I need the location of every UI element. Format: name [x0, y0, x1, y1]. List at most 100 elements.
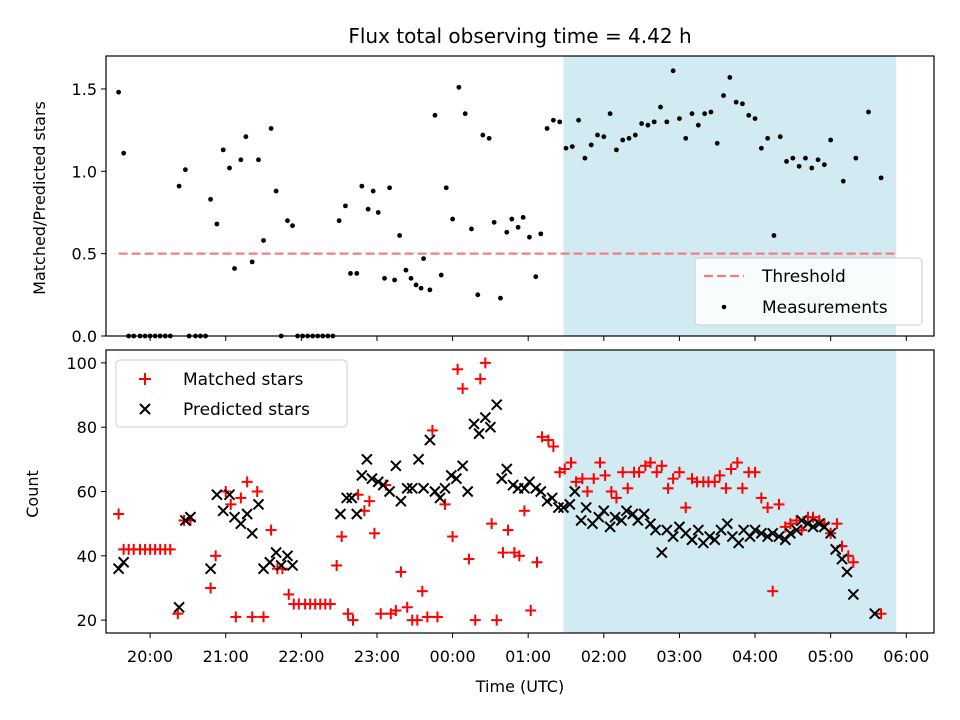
predicted-star-point	[604, 521, 616, 533]
measurement-point	[740, 101, 745, 107]
x-tick-label: 02:00	[581, 647, 627, 666]
matched-star-point	[469, 614, 481, 626]
matched-star-point	[258, 611, 270, 623]
y-tick-label: 0.5	[72, 245, 97, 264]
matched-star-point	[210, 550, 222, 562]
matched-star-point	[342, 608, 354, 620]
measurements-series	[116, 68, 884, 339]
x-tick-label: 23:00	[354, 647, 400, 666]
predicted-star-point	[569, 485, 581, 498]
predicted-star-point	[117, 556, 130, 568]
predicted-star-point	[241, 508, 253, 520]
measurement-point	[509, 216, 515, 222]
predicted-star-point	[761, 530, 774, 543]
measurement-point	[450, 216, 455, 222]
measurement-point	[273, 188, 279, 194]
y-tick-label: 1.0	[72, 162, 97, 181]
measurement-point	[796, 163, 802, 169]
measurement-point	[683, 135, 689, 141]
measurement-point	[815, 157, 821, 163]
predicted-star-point	[281, 550, 294, 562]
predicted-star-point	[390, 460, 402, 472]
matched-star-point	[531, 556, 543, 568]
top-x-ticks	[149, 336, 907, 341]
matched-star-point	[547, 440, 559, 452]
measurement-point	[121, 150, 127, 156]
matched-star-point	[502, 524, 514, 536]
predicted-star-point	[490, 398, 503, 411]
measurement-point	[664, 119, 670, 125]
predicted-star-point	[541, 495, 553, 507]
top-panel: 0.0 0.5 1.0 1.5 Threshold Measurements	[72, 55, 935, 346]
matched-star-point	[172, 608, 184, 620]
matched-star-point	[463, 553, 475, 565]
x-tick-label: 05:00	[808, 647, 854, 666]
matched-star-point	[265, 524, 277, 536]
measurement-point	[803, 155, 808, 161]
measurement-point	[232, 266, 237, 271]
measurement-point	[866, 109, 871, 115]
matched-star-point	[235, 492, 247, 504]
predicted-star-point	[439, 482, 451, 494]
measurement-point	[469, 226, 474, 232]
measurement-point	[721, 93, 726, 98]
matched-star-point	[518, 505, 530, 517]
matched-star-point	[588, 473, 600, 485]
predicted-star-point	[721, 517, 734, 530]
predicted-star-point	[766, 527, 779, 540]
predicted-star-point	[535, 485, 547, 498]
predicted-stars-series	[112, 398, 881, 620]
predicted-star-point	[836, 553, 848, 565]
predicted-star-point	[412, 453, 425, 466]
predicted-star-point	[366, 472, 378, 485]
predicted-star-point	[211, 489, 223, 501]
matched-star-point	[680, 502, 692, 514]
predicted-star-point	[732, 537, 745, 549]
measurement-point	[182, 167, 188, 173]
predicted-star-point	[468, 418, 480, 430]
measurement-point	[533, 274, 539, 280]
matched-star-point	[807, 511, 819, 523]
measurement-point	[752, 116, 758, 121]
predicted-star-point	[773, 530, 785, 543]
predicted-star-point	[275, 559, 287, 572]
predicted-star-point	[204, 562, 217, 575]
matched-star-point	[390, 604, 402, 616]
predicted-star-point	[445, 469, 458, 482]
matched-star-point	[570, 476, 582, 488]
matched-star-point	[491, 614, 503, 626]
measurement-point	[176, 183, 182, 189]
matched-star-point	[331, 559, 343, 571]
predicted-star-point	[557, 501, 570, 514]
measurement-point	[382, 275, 387, 281]
measurement-point	[645, 122, 651, 128]
measurement-point	[790, 155, 796, 161]
y-tick-label: 40	[77, 547, 97, 566]
measurement-point	[370, 188, 376, 194]
matched-star-point	[426, 424, 438, 436]
measurement-point	[569, 144, 575, 149]
predicted-star-point	[456, 460, 469, 472]
predicted-star-point	[686, 534, 698, 546]
measurement-point	[238, 157, 244, 163]
matched-star-point	[622, 482, 634, 494]
matched-star-point	[421, 611, 433, 623]
predicted-star-point	[473, 427, 485, 440]
measurement-point	[708, 109, 714, 115]
measurement-point	[576, 117, 582, 123]
matched-star-point	[767, 585, 779, 597]
y-tick-label: 100	[66, 354, 97, 373]
measurement-point	[443, 185, 449, 191]
matched-star-point	[599, 469, 611, 481]
predicted-star-point	[173, 601, 185, 613]
matched-star-point	[633, 466, 645, 478]
measurement-point	[607, 111, 613, 117]
measurement-point	[387, 185, 392, 191]
measurement-point	[733, 99, 739, 105]
predicted-star-point	[790, 524, 803, 536]
matched-star-point	[673, 466, 685, 478]
predicted-star-point	[417, 482, 430, 494]
chart-title: Flux total observing time = 4.42 h	[348, 24, 691, 48]
matched-star-point	[447, 531, 459, 543]
measurement-point	[632, 132, 638, 138]
